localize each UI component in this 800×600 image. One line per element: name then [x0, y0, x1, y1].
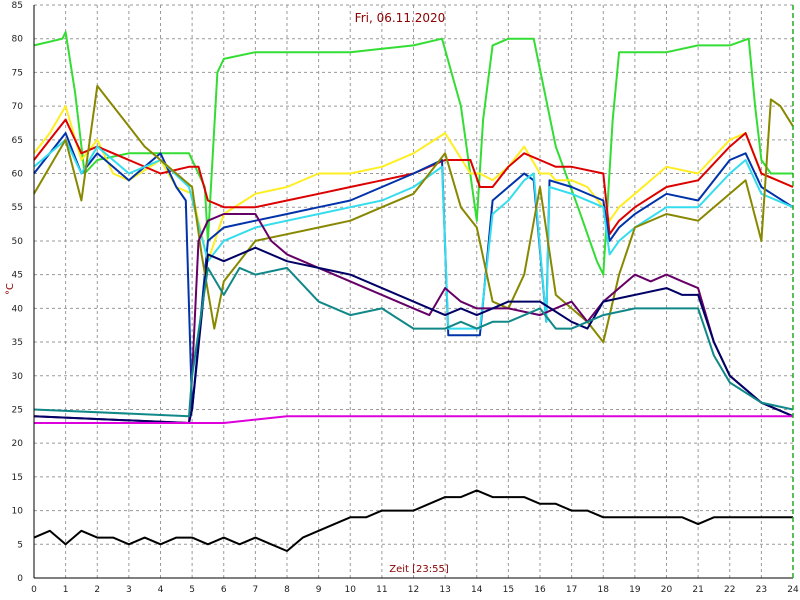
axes: [33, 5, 794, 579]
x-tick-label: 16: [534, 585, 546, 595]
series-line: [33, 266, 794, 418]
y-tick-label: 60: [12, 170, 24, 180]
series-line: [33, 31, 793, 276]
x-tick-label: 7: [253, 585, 259, 595]
x-tick-label: 12: [408, 585, 419, 595]
y-tick-label: 80: [12, 35, 24, 45]
x-tick-label: 17: [566, 585, 577, 595]
x-tick-label: 10: [345, 585, 357, 595]
y-tick-label: 20: [12, 439, 24, 449]
y-tick-label: 75: [12, 68, 23, 78]
y-tick-labels: 0 5 10 15 20 25 30 35 40 45 50 55 60 65 70 75 80 85: [12, 1, 24, 584]
x-tick-label: 0: [31, 585, 37, 595]
series-group: [33, 31, 794, 552]
x-tick-label: 13: [439, 585, 450, 595]
y-tick-label: 65: [12, 136, 23, 146]
x-tick-label: 3: [126, 585, 132, 595]
y-tick-label: 70: [12, 102, 24, 112]
y-tick-label: 5: [17, 540, 23, 550]
x-tick-label: 8: [284, 585, 290, 595]
x-tick-label: 24: [787, 585, 799, 595]
series-line: [33, 246, 794, 424]
y-axis-label: °C: [5, 283, 16, 295]
x-tick-label: 11: [376, 585, 387, 595]
x-axis-label: Zeit [23:55]: [389, 564, 449, 575]
x-tick-label: 23: [756, 585, 767, 595]
y-tick-label: 40: [12, 304, 24, 314]
series-line: [33, 138, 794, 330]
y-tick-label: 55: [12, 203, 23, 213]
x-tick-label: 21: [692, 585, 703, 595]
y-tick-label: 45: [12, 271, 23, 281]
y-tick-label: 50: [12, 237, 24, 247]
x-tick-label: 20: [661, 585, 673, 595]
x-tick-label: 14: [471, 585, 483, 595]
x-tick-labels: 0 1 2 3 4 5 6 7 8 9 10 11 12 13 14 15 16 17 18 19 20 21 22 23 24: [31, 585, 799, 595]
x-tick-label: 19: [629, 585, 641, 595]
x-tick-label: 1: [63, 585, 69, 595]
y-tick-label: 85: [12, 1, 23, 11]
x-tick-label: 6: [221, 585, 227, 595]
chart-title: Fri, 06.11.2020: [355, 11, 446, 25]
series-line: [33, 489, 793, 552]
series-line: [33, 213, 794, 424]
x-tick-label: 18: [598, 585, 610, 595]
y-tick-label: 10: [12, 507, 24, 517]
y-tick-label: 0: [17, 574, 23, 584]
y-tick-label: 35: [12, 338, 23, 348]
x-tick-label: 15: [503, 585, 514, 595]
y-tick-label: 25: [12, 405, 23, 415]
series-line: [33, 84, 794, 344]
y-tick-label: 15: [12, 473, 23, 483]
series-line: [34, 415, 793, 424]
series-line: [33, 118, 794, 236]
x-tick-label: 4: [158, 585, 164, 595]
x-tick-label: 2: [94, 585, 100, 595]
x-tick-label: 5: [189, 585, 195, 595]
x-tick-label: 9: [316, 585, 322, 595]
y-tick-label: 30: [12, 372, 24, 382]
x-tick-label: 22: [724, 585, 735, 595]
